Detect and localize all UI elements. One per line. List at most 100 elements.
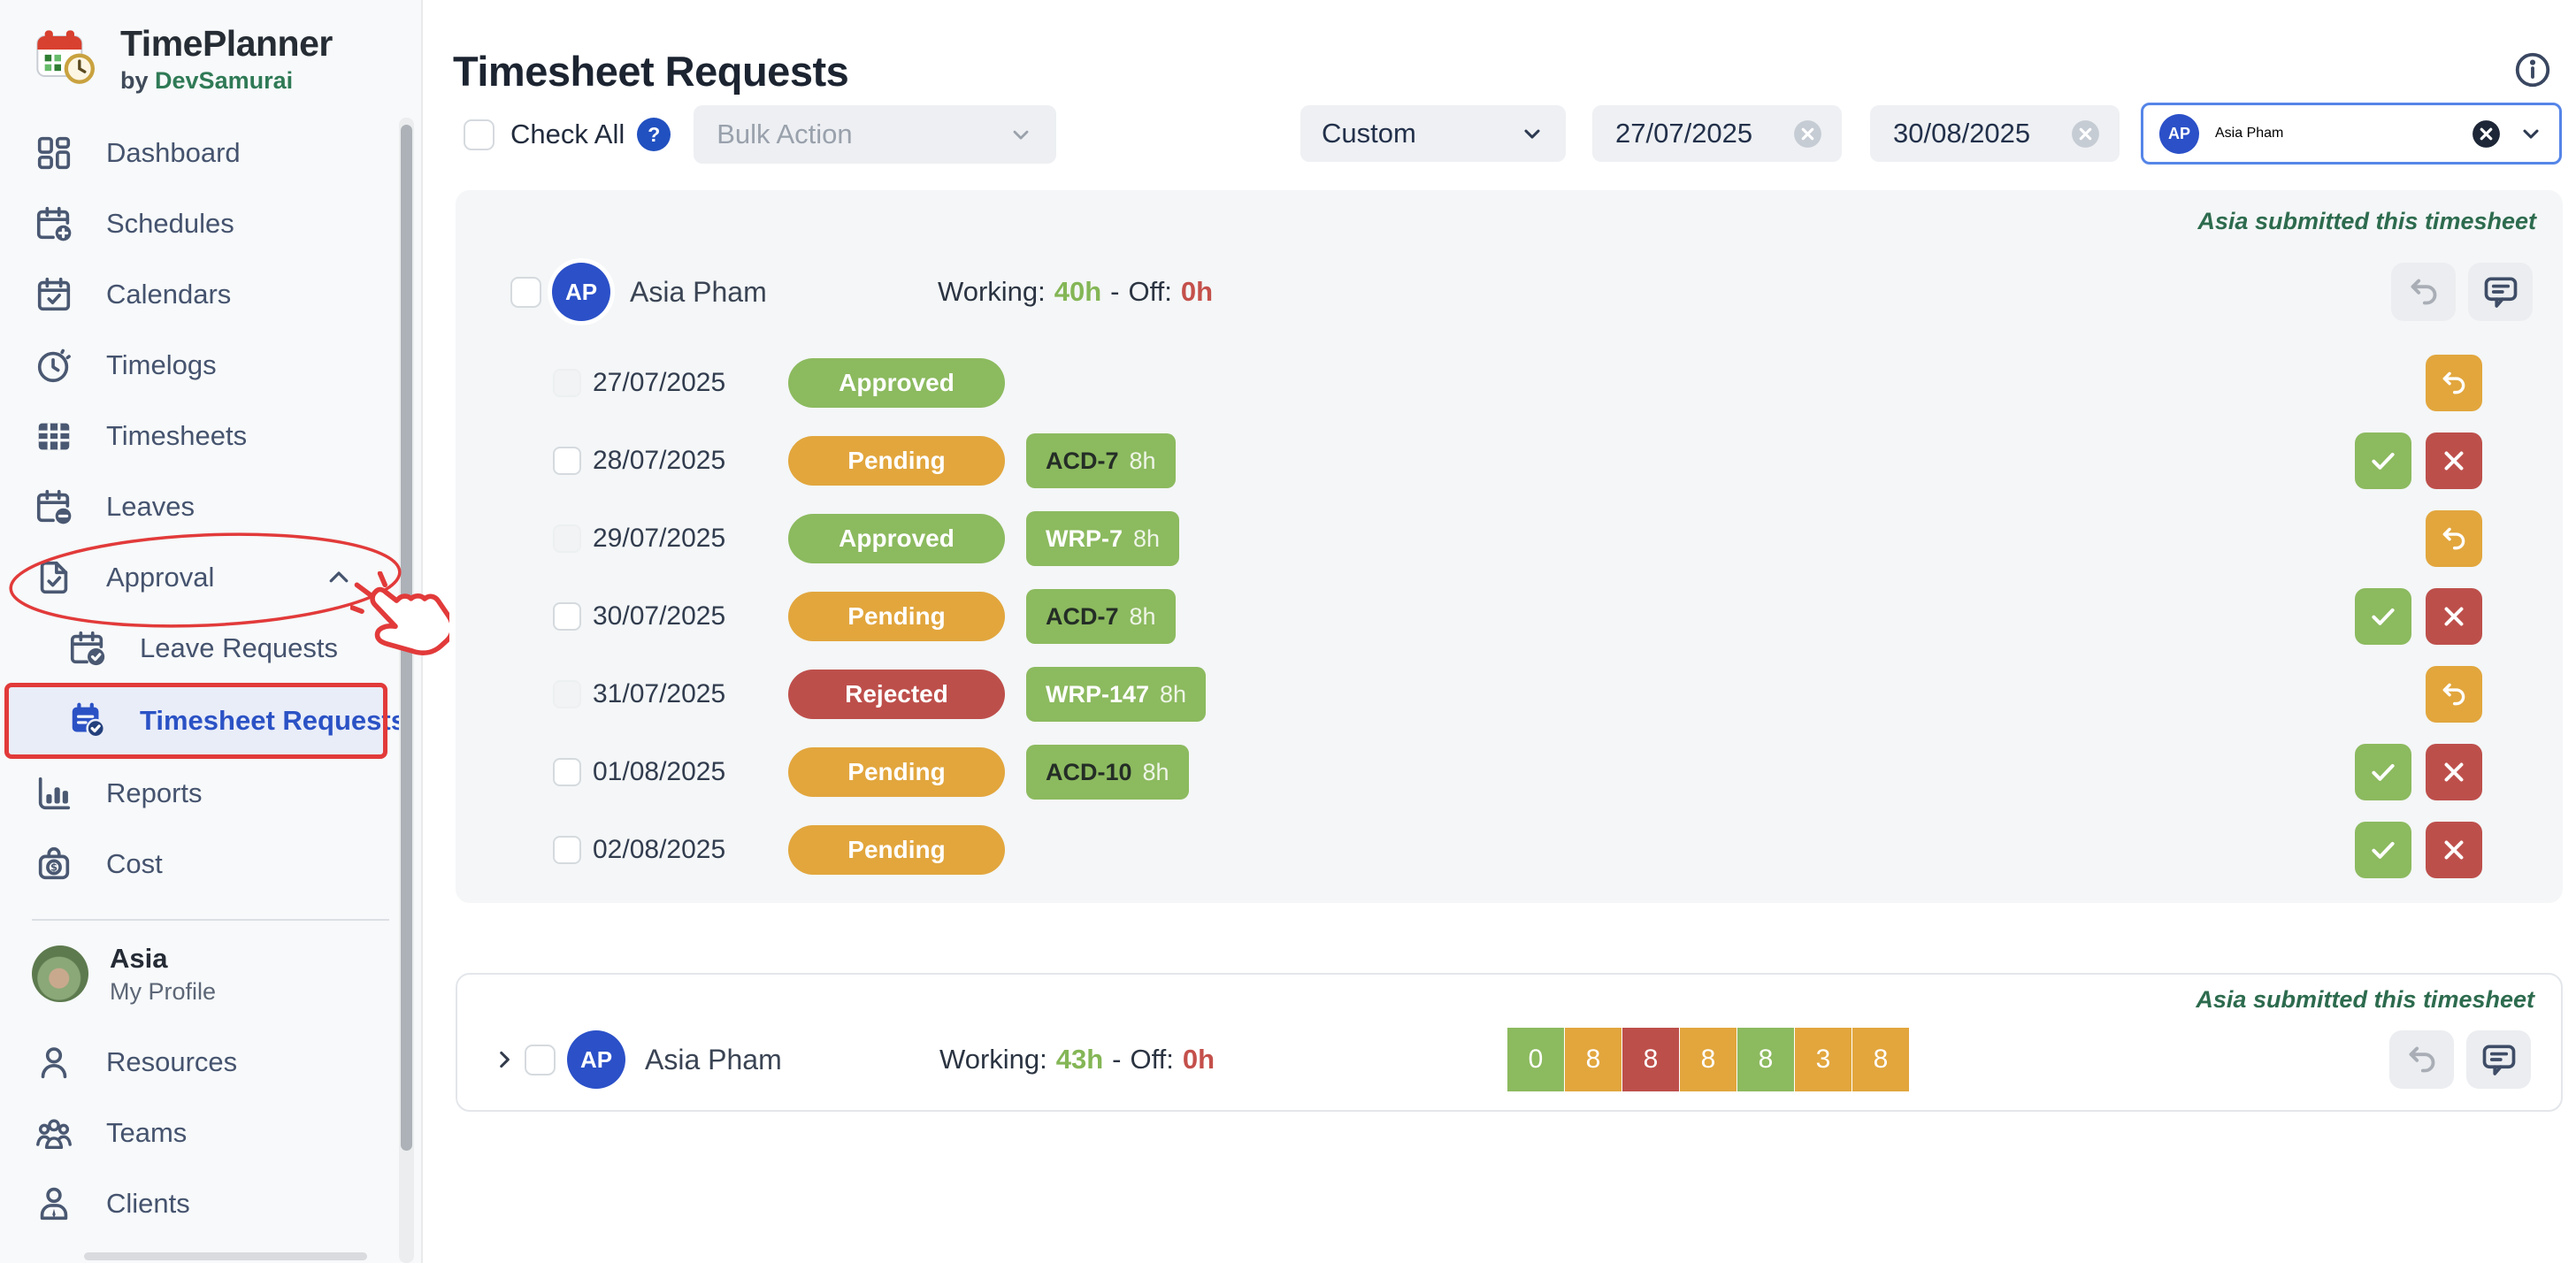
- info-icon[interactable]: [2512, 50, 2553, 90]
- sidebar-item-clients[interactable]: Clients: [0, 1168, 421, 1239]
- assignee-name: Asia Pham: [2215, 126, 2284, 141]
- clear-assignee-icon[interactable]: [2470, 118, 2503, 150]
- approve-button[interactable]: [2355, 822, 2411, 878]
- sidebar-scrollbar-thumb[interactable]: [401, 125, 412, 1151]
- working-label: Working:: [939, 1044, 1047, 1075]
- page-title: Timesheet Requests: [453, 48, 849, 96]
- date-to-field[interactable]: 30/08/2025: [1870, 105, 2120, 162]
- task-code: ACD-7: [1046, 447, 1119, 474]
- check-all-checkbox[interactable]: [464, 119, 494, 150]
- day-actions: [2355, 510, 2482, 567]
- timesheet-day-row: 27/07/2025 Approved: [456, 344, 2563, 422]
- day-checkbox[interactable]: [553, 758, 581, 786]
- day-checkbox[interactable]: [553, 602, 581, 631]
- day-checkbox[interactable]: [553, 680, 581, 708]
- task-code: ACD-7: [1046, 602, 1119, 630]
- cost-icon: $: [34, 844, 74, 884]
- day-hours-cell: 8: [1852, 1028, 1909, 1091]
- main-content: Timesheet Requests Check All ? Bulk Acti…: [423, 0, 2576, 1263]
- reject-button[interactable]: [2426, 822, 2482, 878]
- sidebar-item-schedules[interactable]: Schedules: [0, 188, 421, 259]
- day-checkbox[interactable]: [553, 369, 581, 397]
- working-hours: 43h: [1055, 1044, 1104, 1075]
- separator: -: [1112, 1044, 1122, 1075]
- comment-button[interactable]: [2468, 263, 2533, 321]
- bulk-action-select[interactable]: Bulk Action: [694, 105, 1057, 164]
- chevron-down-icon: [2518, 121, 2543, 146]
- task-badge[interactable]: ACD-10 8h: [1026, 745, 1189, 800]
- sidebar-item-cost[interactable]: $ Cost: [0, 829, 421, 899]
- app-title: TimePlanner: [120, 23, 333, 64]
- day-status-badge: Pending: [788, 592, 1005, 641]
- day-checkbox[interactable]: [553, 524, 581, 553]
- app-byline: by DevSamurai: [120, 67, 294, 94]
- assignee-select[interactable]: AP Asia Pham: [2141, 103, 2562, 165]
- sidebar-item-dashboard[interactable]: Dashboard: [0, 118, 421, 188]
- task-badge[interactable]: WRP-147 8h: [1026, 667, 1207, 722]
- undo-button[interactable]: [2426, 510, 2482, 567]
- dashboard-icon: [34, 133, 74, 173]
- day-actions: [2355, 588, 2482, 645]
- off-hours: 0h: [1182, 1044, 1215, 1075]
- hours-summary: Working: 43h - Off: 0h: [939, 1044, 1215, 1075]
- approve-button[interactable]: [2355, 744, 2411, 800]
- sidebar-item-reports[interactable]: Reports: [0, 758, 421, 829]
- undo-button[interactable]: [2426, 355, 2482, 411]
- sidebar-item-timesheet-requests[interactable]: Timesheet Requests: [4, 683, 406, 759]
- comment-button[interactable]: [2466, 1030, 2531, 1089]
- help-icon[interactable]: ?: [637, 118, 671, 151]
- approve-button[interactable]: [2355, 588, 2411, 645]
- schedules-icon: [34, 203, 74, 244]
- sidebar-item-leave-requests[interactable]: Leave Requests: [0, 613, 421, 684]
- day-status-badge: Approved: [788, 358, 1005, 408]
- svg-text:$: $: [50, 861, 58, 873]
- date-range-preset-select[interactable]: Custom: [1300, 105, 1566, 162]
- approve-button[interactable]: [2355, 432, 2411, 489]
- sidebar-item-approval[interactable]: Approval: [0, 542, 421, 613]
- sidebar-item-label: Approval: [106, 562, 215, 593]
- day-checkbox[interactable]: [553, 836, 581, 864]
- sidebar-item-timelogs[interactable]: Timelogs: [0, 330, 421, 401]
- clear-date-icon[interactable]: [2069, 118, 2102, 150]
- sidebar-item-leaves[interactable]: Leaves: [0, 471, 421, 542]
- calendars-icon: [34, 274, 74, 315]
- timelogs-icon: [34, 345, 74, 386]
- reject-button[interactable]: [2426, 588, 2482, 645]
- reject-button[interactable]: [2426, 432, 2482, 489]
- task-badge[interactable]: WRP-7 8h: [1026, 511, 1180, 566]
- leave-requests-icon: [67, 628, 108, 669]
- chevron-right-icon[interactable]: [493, 1048, 516, 1071]
- task-hours: 8h: [1129, 447, 1156, 474]
- sidebar-item-label: Timesheets: [106, 420, 248, 451]
- task-badge[interactable]: ACD-7 8h: [1026, 433, 1176, 488]
- hours-summary: Working: 40h - Off: 0h: [938, 276, 1213, 308]
- reject-button[interactable]: [2426, 744, 2482, 800]
- day-status-badge: Pending: [788, 436, 1005, 486]
- off-label: Off:: [1130, 1044, 1174, 1075]
- day-checkbox[interactable]: [553, 447, 581, 475]
- day-status-badge: Rejected: [788, 670, 1005, 719]
- sidebar-item-teams[interactable]: Teams: [0, 1098, 421, 1168]
- sidebar-nav: Dashboard Schedules Calendars Timelogs T…: [0, 118, 421, 899]
- undo-button[interactable]: [2391, 263, 2456, 321]
- day-hours-cell: 8: [1680, 1028, 1736, 1091]
- clear-date-icon[interactable]: [1791, 118, 1824, 150]
- sidebar-item-calendars[interactable]: Calendars: [0, 259, 421, 330]
- date-from-field[interactable]: 27/07/2025: [1592, 105, 1842, 162]
- user-checkbox[interactable]: [525, 1044, 556, 1075]
- task-badge[interactable]: ACD-7 8h: [1026, 589, 1176, 644]
- timesheet-day-row: 28/07/2025 Pending ACD-7 8h: [456, 422, 2563, 500]
- sidebar-item-label: Timelogs: [106, 349, 217, 380]
- day-actions: [2355, 666, 2482, 723]
- filter-bar: Check All ? Bulk Action Custom 27/07/202…: [423, 103, 2576, 166]
- card-actions: [2391, 263, 2533, 321]
- sidebar-item-resources[interactable]: Resources: [0, 1027, 421, 1098]
- user-name: Asia Pham: [645, 1043, 782, 1075]
- undo-button[interactable]: [2389, 1030, 2454, 1089]
- undo-button[interactable]: [2426, 666, 2482, 723]
- user-checkbox[interactable]: [510, 276, 541, 308]
- sidebar-item-timesheets[interactable]: Timesheets: [0, 401, 421, 471]
- sidebar-item-label: Teams: [106, 1117, 188, 1148]
- check-all-label: Check All: [510, 119, 625, 149]
- profile-section[interactable]: Asia My Profile: [0, 940, 421, 1007]
